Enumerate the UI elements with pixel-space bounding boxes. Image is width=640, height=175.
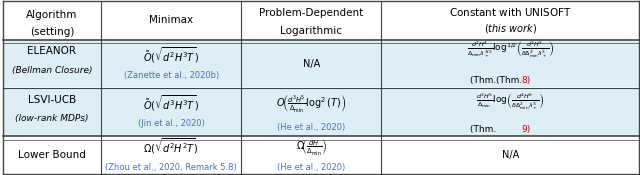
Text: N/A: N/A	[303, 59, 320, 69]
Text: Problem-Dependent: Problem-Dependent	[259, 8, 364, 18]
Text: Lower Bound: Lower Bound	[18, 150, 86, 160]
Text: $O\!\left(\frac{d^3H^5}{\Delta_{\min}}\log^2(T)\right)$: $O\!\left(\frac{d^3H^5}{\Delta_{\min}}\l…	[276, 92, 346, 114]
Text: (setting): (setting)	[29, 27, 74, 37]
Text: (Thm.: (Thm.	[470, 125, 500, 134]
Text: 8): 8)	[521, 76, 531, 86]
Text: (Zhou et al., 2020, Remark 5.8): (Zhou et al., 2020, Remark 5.8)	[106, 163, 237, 172]
Text: $\Omega(\sqrt{d^2H^2T})$: $\Omega(\sqrt{d^2H^2T})$	[143, 137, 199, 156]
Text: Algorithm: Algorithm	[26, 10, 77, 20]
Text: (He et al., 2020): (He et al., 2020)	[277, 163, 346, 172]
Text: LSVI-UCB: LSVI-UCB	[28, 95, 76, 105]
Text: (low-rank MDPs): (low-rank MDPs)	[15, 114, 88, 123]
Text: $\frac{d^3H^5}{\Delta_{\min}}\log\!\left(\frac{d^4H^6}{\delta\Delta_{\min}^2\lam: $\frac{d^3H^5}{\Delta_{\min}}\log\!\left…	[476, 91, 545, 112]
Text: (Jin et al., 2020): (Jin et al., 2020)	[138, 120, 205, 128]
Bar	[3, 136, 639, 174]
Bar	[3, 40, 639, 88]
Bar	[3, 88, 639, 136]
Text: (Bellman Closure): (Bellman Closure)	[12, 66, 92, 75]
Text: (He et al., 2020): (He et al., 2020)	[277, 123, 346, 132]
Text: (Zanette et al., 2020b): (Zanette et al., 2020b)	[124, 71, 219, 80]
Text: Constant with U$\sf{NISOFT}$: Constant with U$\sf{NISOFT}$	[449, 6, 572, 18]
Bar	[3, 1, 639, 40]
Text: Minimax: Minimax	[149, 15, 193, 25]
Text: $\tilde{O}(\sqrt{d^3H^3T})$: $\tilde{O}(\sqrt{d^3H^3T})$	[143, 93, 199, 113]
Text: N/A: N/A	[502, 150, 519, 160]
Text: $\frac{d^2H^4}{\Delta_{\min}\lambda_+^{3/2}}\log^{1/2}\!\left(\frac{d^2H^5}{\del: $\frac{d^2H^4}{\Delta_{\min}\lambda_+^{3…	[467, 40, 554, 60]
Text: $\Omega\!\left(\frac{dH}{\Delta_{\min}}\right)$: $\Omega\!\left(\frac{dH}{\Delta_{\min}}\…	[296, 136, 327, 156]
Text: $(this\ work)$: $(this\ work)$	[484, 22, 537, 35]
Text: 9): 9)	[521, 125, 531, 134]
Text: $\tilde{O}(\sqrt{d^2H^3T})$: $\tilde{O}(\sqrt{d^2H^3T})$	[143, 45, 199, 65]
Text: (Thm.: (Thm.	[470, 76, 500, 86]
Text: Logarithmic: Logarithmic	[280, 26, 342, 36]
Text: ELEANOR: ELEANOR	[28, 47, 76, 57]
Text: (Thm.: (Thm.	[496, 76, 525, 86]
